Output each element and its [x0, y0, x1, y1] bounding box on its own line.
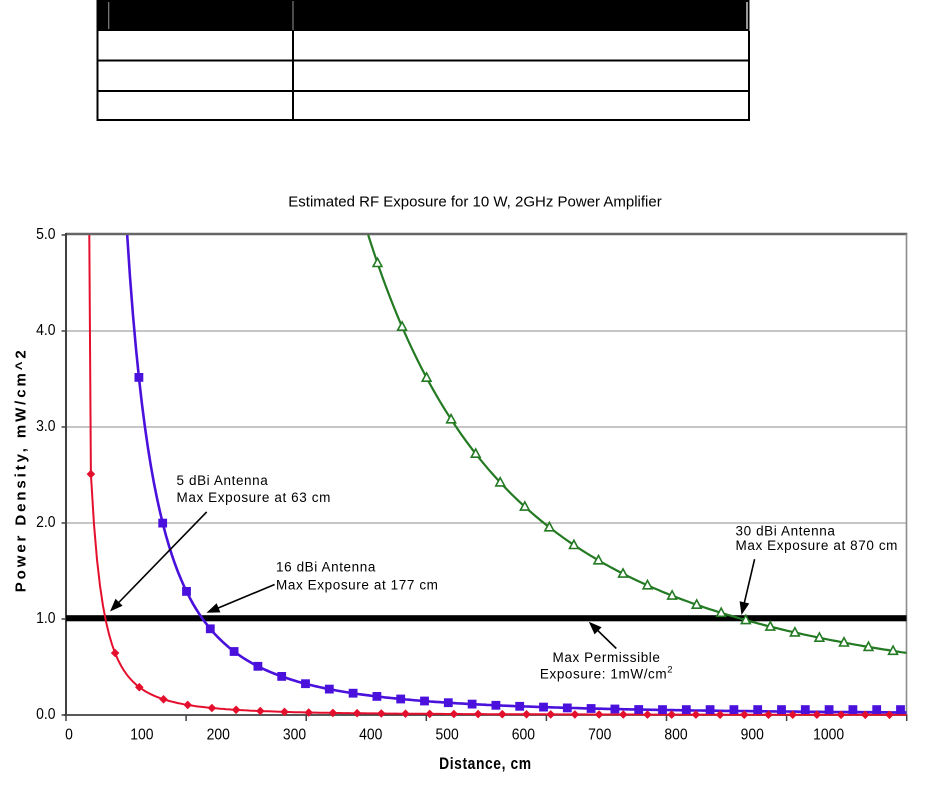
svg-text:3.0: 3.0	[36, 418, 55, 435]
svg-text:600: 600	[512, 727, 535, 744]
svg-text:Max Exposure at 63 cm: Max Exposure at 63 cm	[177, 490, 331, 505]
svg-text:0.0: 0.0	[36, 706, 55, 723]
svg-text:100: 100	[130, 727, 153, 744]
svg-text:900: 900	[741, 727, 764, 744]
svg-text:300: 300	[283, 727, 306, 744]
svg-text:Exposure: 1mW/cm2: Exposure: 1mW/cm2	[540, 665, 673, 682]
svg-text:1000: 1000	[813, 727, 844, 744]
svg-text:Power Density, mW/cm^2: Power Density, mW/cm^2	[13, 347, 30, 592]
svg-text:500: 500	[435, 727, 458, 744]
svg-text:Max Exposure at 870 cm: Max Exposure at 870 cm	[736, 538, 899, 553]
svg-text:5.0: 5.0	[36, 226, 55, 243]
svg-text:4.0: 4.0	[36, 322, 55, 339]
svg-text:16 dBi Antenna: 16 dBi Antenna	[276, 560, 376, 575]
svg-text:400: 400	[359, 727, 382, 744]
svg-text:0: 0	[65, 727, 73, 744]
svg-text:2.0: 2.0	[36, 514, 55, 531]
svg-text:700: 700	[588, 727, 611, 744]
svg-text:800: 800	[664, 727, 687, 744]
svg-text:Max Exposure at 177 cm: Max Exposure at 177 cm	[276, 578, 439, 593]
svg-text:30 dBi Antenna: 30 dBi Antenna	[736, 523, 836, 538]
svg-text:200: 200	[207, 727, 230, 744]
svg-text:Max Permissible: Max Permissible	[552, 650, 660, 665]
svg-text:1.0: 1.0	[36, 610, 55, 627]
svg-text:5 dBi Antenna: 5 dBi Antenna	[177, 473, 269, 488]
svg-text:Estimated RF Exposure for 10 W: Estimated RF Exposure for 10 W, 2GHz Pow…	[288, 194, 661, 211]
svg-text:Distance, cm: Distance, cm	[439, 755, 531, 773]
